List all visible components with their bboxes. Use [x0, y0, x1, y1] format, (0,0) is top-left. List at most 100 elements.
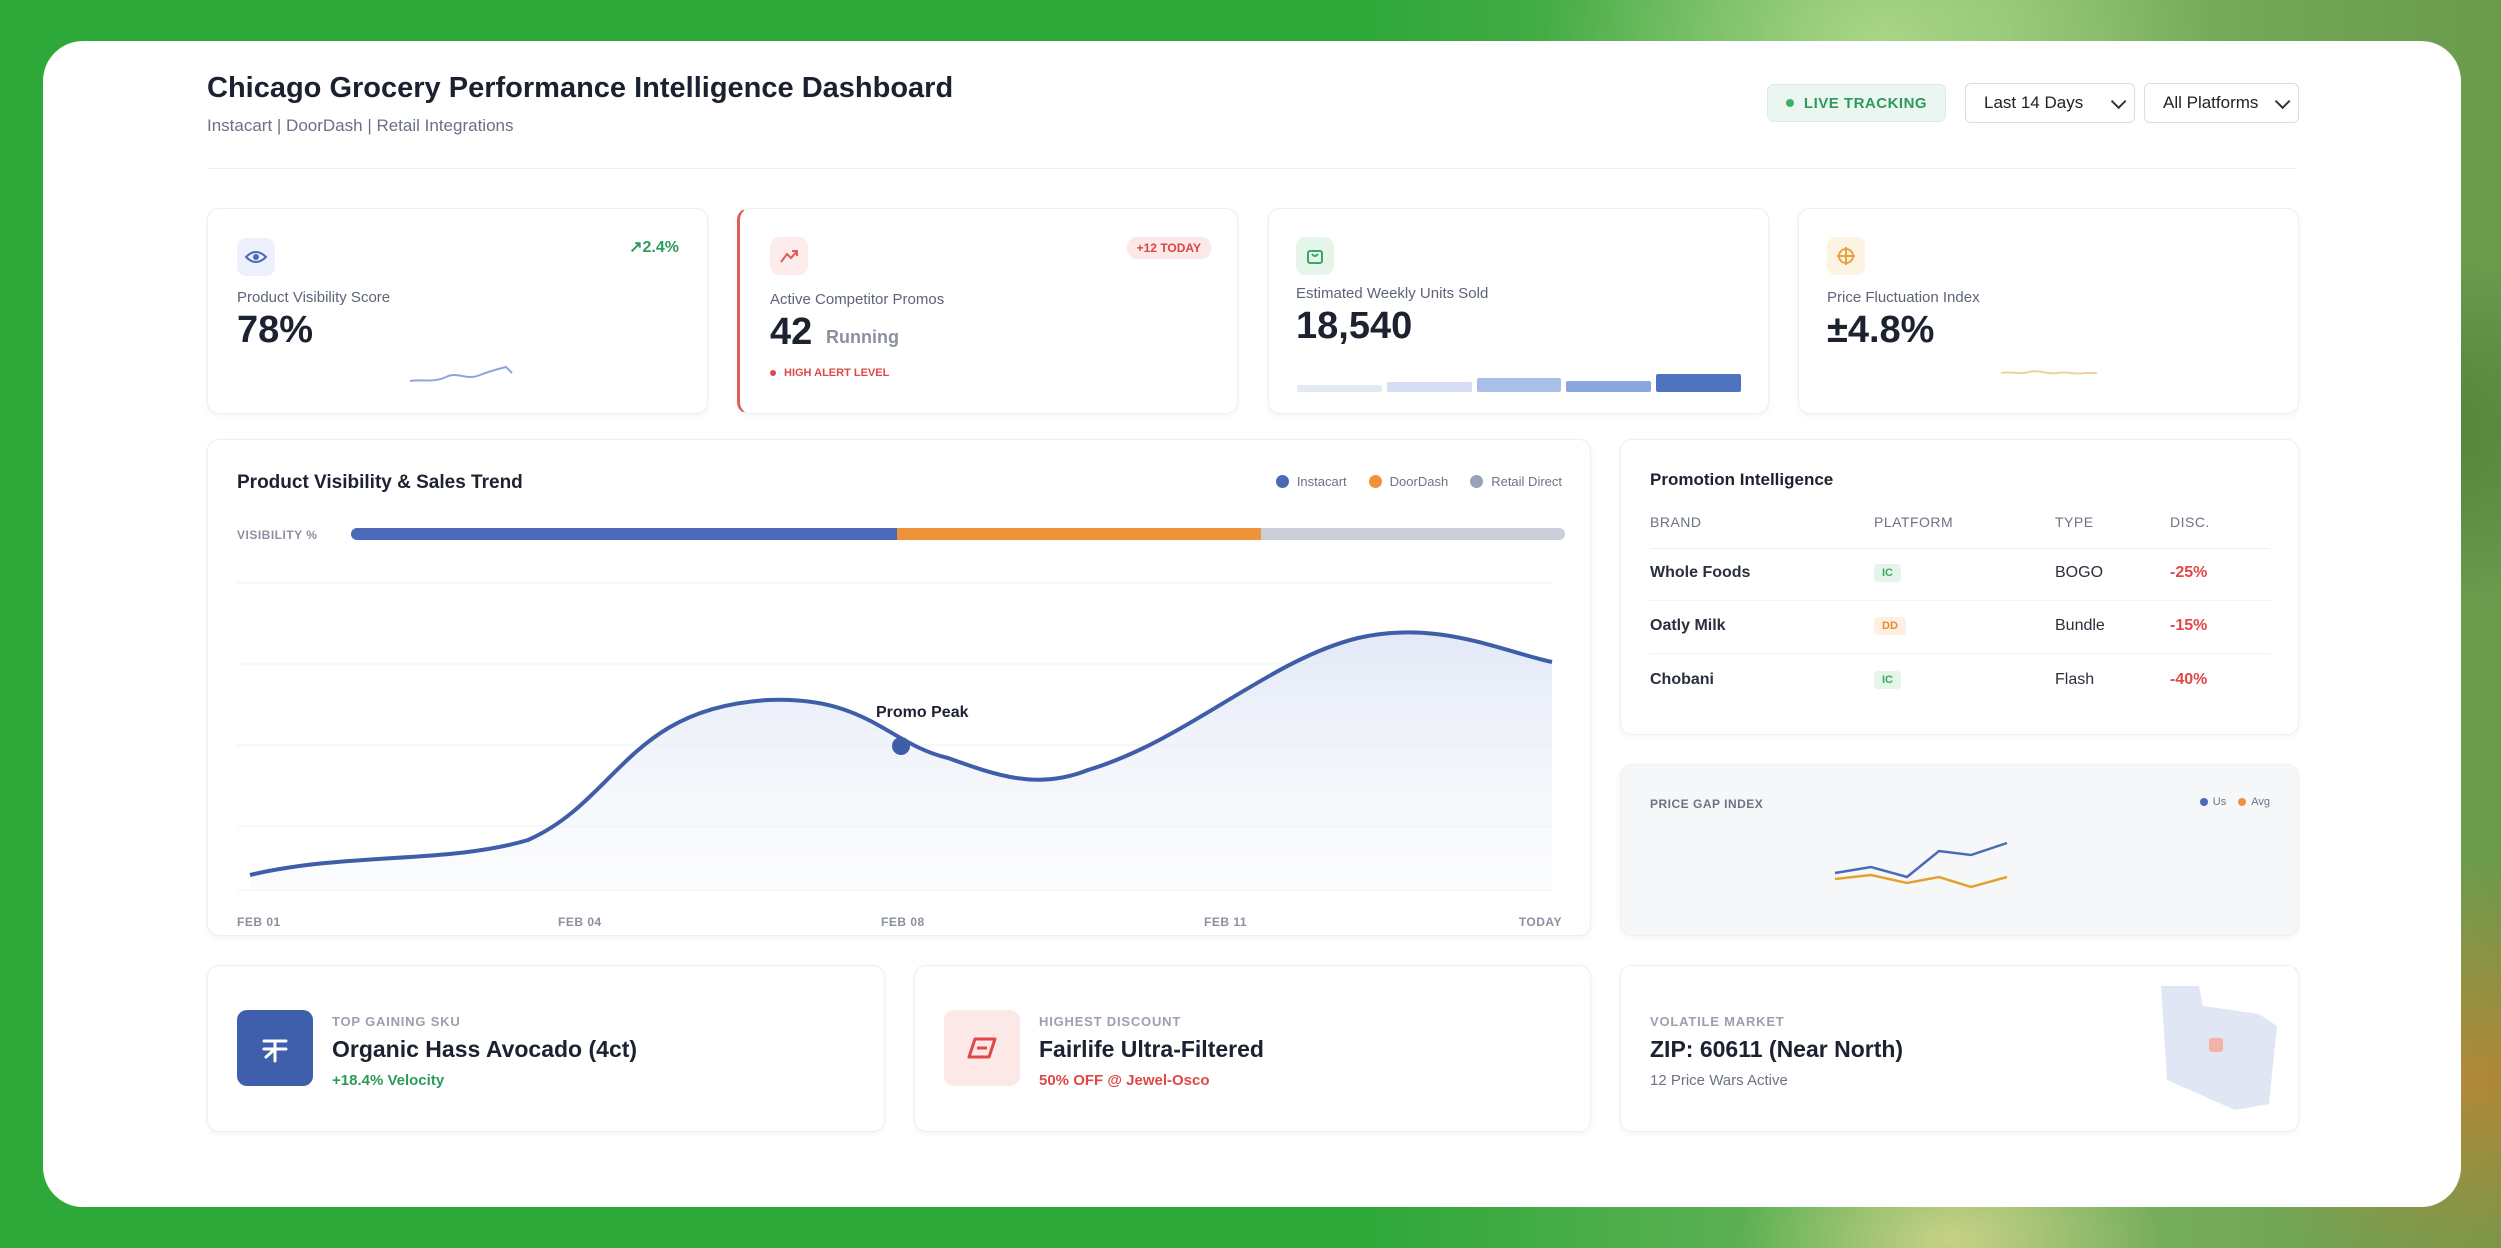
promotions-title: Promotion Intelligence: [1650, 470, 1834, 489]
feature-sub: +18.4% Velocity: [332, 1072, 445, 1089]
visibility-sparkline: [409, 365, 513, 382]
x-tick-label: TODAY: [1518, 915, 1562, 929]
tag-icon: [944, 1010, 1020, 1086]
kpi-card-units: Estimated Weekly Units Sold 18,540: [1268, 208, 1769, 414]
trend-chart-card: Product Visibility & Sales Trend Instaca…: [207, 439, 1591, 936]
live-tracking-label: LIVE TRACKING: [1803, 94, 1928, 112]
table-divider: [1650, 548, 2270, 549]
map-icon: [2161, 986, 2277, 1110]
price-gap-title: PRICE GAP INDEX: [1650, 797, 1764, 811]
feature-kicker: HIGHEST DISCOUNT: [1039, 1014, 1182, 1029]
visibility-bar: [351, 528, 1565, 540]
table-cell-disc: -40%: [2170, 671, 2208, 688]
trend-legend: Instacart DoorDash Retail Direct: [1275, 474, 1562, 489]
visibility-segment-instacart: [351, 528, 898, 540]
x-tick-label: FEB 11: [1204, 915, 1248, 929]
price-gap-card: PRICE GAP INDEX Us Avg: [1620, 764, 2299, 936]
visibility-segment-doordash: [897, 528, 1262, 540]
page-title: Chicago Grocery Performance Intelligence…: [207, 72, 954, 104]
kpi-label: Active Competitor Promos: [770, 291, 945, 308]
date-range-select[interactable]: Last 14 Days: [1965, 83, 2135, 123]
trend-title: Product Visibility & Sales Trend: [237, 472, 523, 493]
feature-title: ZIP: 60611 (Near North): [1650, 1036, 1904, 1062]
table-divider: [1650, 600, 2270, 601]
platform-select[interactable]: All Platforms: [2144, 83, 2299, 123]
alert-dot-icon: [770, 370, 776, 376]
promotion-intelligence-card: Promotion Intelligence BRAND PLATFORM TY…: [1620, 439, 2299, 735]
alert-label: HIGH ALERT LEVEL: [784, 367, 890, 379]
chevron-down-icon: [2110, 93, 2127, 109]
table-cell-disc: -25%: [2170, 564, 2208, 581]
header-divider: [207, 168, 2297, 169]
legend-dot-icon: [1275, 475, 1289, 488]
feature-kicker: VOLATILE MARKET: [1650, 1014, 1785, 1029]
platform-badge: IC: [1874, 671, 1901, 689]
price-gap-chart: [1834, 841, 2008, 889]
table-divider: [1650, 653, 2270, 654]
platform-value: All Platforms: [2163, 93, 2259, 112]
legend-instacart: Instacart: [1275, 474, 1347, 489]
kpi-card-visibility: ↗2.4% Product Visibility Score 78%: [207, 208, 708, 414]
feature-sub: 12 Price Wars Active: [1650, 1072, 1788, 1089]
kpi-label: Product Visibility Score: [237, 289, 391, 306]
eye-icon: [237, 238, 275, 276]
price-gap-legend: Us Avg: [2199, 796, 2270, 808]
trend-area: [250, 632, 1552, 890]
page-subtitle: Instacart | DoorDash | Retail Integratio…: [207, 116, 514, 135]
table-cell-type: Flash: [2055, 671, 2095, 688]
top-gaining-sku-card: TOP GAINING SKU Organic Hass Avocado (4c…: [207, 965, 885, 1132]
promo-peak-marker[interactable]: [892, 737, 910, 755]
trend-line-chart: [237, 582, 1553, 891]
date-range-value: Last 14 Days: [1984, 93, 2084, 112]
table-cell-type: BOGO: [2055, 564, 2104, 581]
visibility-change: ↗2.4%: [629, 239, 679, 256]
trend-line: [249, 630, 1553, 877]
legend-label: Retail Direct: [1491, 474, 1562, 489]
kpi-suffix: Running: [826, 327, 899, 347]
platform-badge: DD: [1874, 617, 1906, 635]
feature-title: Fairlife Ultra-Filtered: [1039, 1036, 1264, 1062]
kpi-value: 18,540: [1296, 305, 1413, 347]
kpi-value: 42: [770, 311, 813, 353]
legend-dot-icon: [1368, 475, 1382, 488]
feature-kicker: TOP GAINING SKU: [332, 1014, 461, 1029]
live-dot-icon: [1785, 99, 1794, 107]
chevron-down-icon: [2274, 93, 2291, 109]
price-sparkline: [2000, 370, 2097, 375]
kpi-label: Price Fluctuation Index: [1827, 289, 1980, 306]
col-disc: DISC.: [2170, 514, 2210, 530]
units-bar: [1566, 381, 1652, 392]
x-tick-label: FEB 01: [237, 915, 281, 929]
legend-doordash: DoorDash: [1368, 474, 1449, 489]
col-brand: BRAND: [1650, 514, 1702, 530]
table-cell-brand: Oatly Milk: [1650, 617, 1726, 634]
col-type: TYPE: [2055, 514, 2094, 530]
us-line: [1834, 841, 2008, 879]
visibility-label: VISIBILITY %: [237, 528, 318, 542]
kpi-card-price: Price Fluctuation Index ±4.8%: [1798, 208, 2299, 414]
legend-label: DoorDash: [1389, 474, 1449, 489]
units-bar-chart: [1297, 354, 1741, 392]
table-cell-disc: -15%: [2170, 617, 2208, 634]
legend-avg: Avg: [2238, 796, 2270, 808]
units-bar: [1297, 385, 1382, 392]
avocado-icon: [237, 1010, 313, 1086]
avg-line: [1834, 873, 2008, 889]
legend-label: Instacart: [1296, 474, 1347, 489]
promos-today-badge: +12 TODAY: [1126, 237, 1211, 259]
table-cell-brand: Chobani: [1650, 671, 1714, 688]
visibility-segment-retail: [1261, 528, 1565, 540]
legend-label: Avg: [2251, 796, 2270, 808]
volatile-market-card: VOLATILE MARKET ZIP: 60611 (Near North) …: [1620, 965, 2299, 1132]
bag-icon: [1296, 237, 1334, 275]
legend-dot-icon: [1470, 475, 1484, 488]
alert-level: HIGH ALERT LEVEL: [770, 367, 889, 379]
table-cell-type: Bundle: [2055, 617, 2105, 634]
units-bar: [1656, 374, 1741, 392]
units-bar: [1476, 378, 1562, 392]
legend-retail-direct: Retail Direct: [1470, 474, 1562, 489]
feature-title: Organic Hass Avocado (4ct): [332, 1036, 638, 1062]
legend-label: Us: [2212, 796, 2227, 808]
x-tick-label: FEB 08: [881, 915, 925, 929]
live-tracking-badge: LIVE TRACKING: [1767, 84, 1946, 122]
